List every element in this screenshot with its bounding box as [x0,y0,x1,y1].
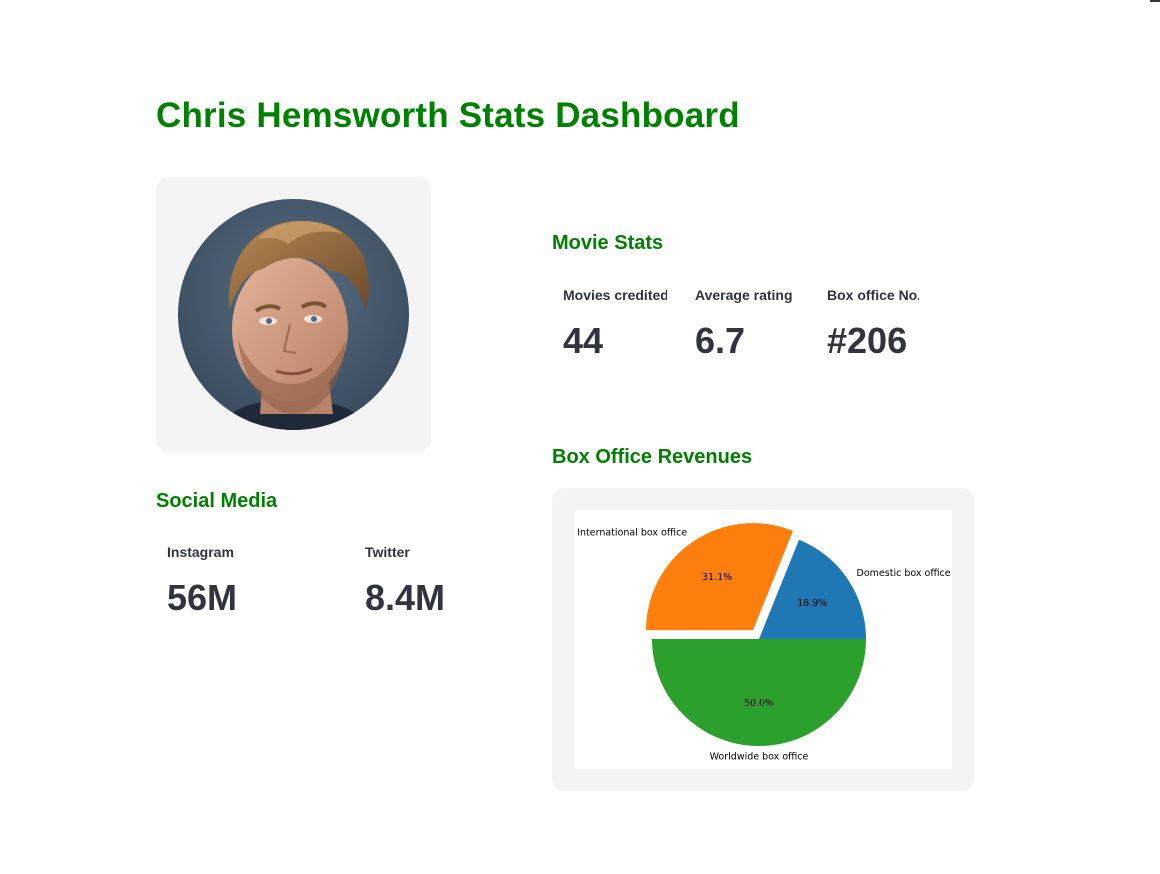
metric-label: Average rating [695,287,793,303]
metric-box-office-rank: Box office No. #206 [827,287,947,359]
metric-label: Movies credited [563,287,667,303]
pie-category-label: Domestic box office [857,568,951,579]
pie-category-label: International box office [577,528,687,539]
pie-slice-domestic [759,539,866,639]
chart-canvas: 18.9% Domestic box office 31.1% Internation… [574,510,952,769]
pie-slice-international [646,523,794,631]
metric-twitter: Twitter 8.4M [365,544,485,616]
metric-instagram: Instagram 56M [167,544,287,616]
box-office-heading: Box Office Revenues [552,446,753,468]
person-photo-icon [178,199,409,430]
box-office-pie-chart: 18.9% Domestic box office 31.1% Internation… [577,523,951,763]
pie-percent-label: 18.9% [797,598,827,609]
pie-percent-label: 31.1% [702,572,732,583]
box-office-chart-card: 18.9% Domestic box office 31.1% Internation… [552,488,974,791]
metric-value: 6.7 [695,320,746,361]
metric-label: Box office No. [827,287,919,303]
page-title: Chris Hemsworth Stats Dashboard [156,96,740,135]
pie-percent-label: 50.0% [744,698,774,709]
pie-category-label: Worldwide box office [710,752,809,763]
metric-value: 8.4M [365,577,446,618]
metric-value: 56M [167,577,238,618]
metric-value: 44 [563,320,604,361]
movie-stats-heading: Movie Stats [552,232,664,254]
metric-label: Instagram [167,544,234,560]
metric-value: #206 [827,320,908,361]
portrait-card [156,177,431,452]
window-minimize-mark [1150,0,1160,2]
social-media-heading: Social Media [156,490,278,512]
pie-slice-worldwide [652,639,866,746]
profile-photo [178,199,409,430]
metric-movies-credited: Movies credited 44 [563,287,683,359]
metric-label: Twitter [365,544,410,560]
metric-average-rating: Average rating 6.7 [695,287,815,359]
